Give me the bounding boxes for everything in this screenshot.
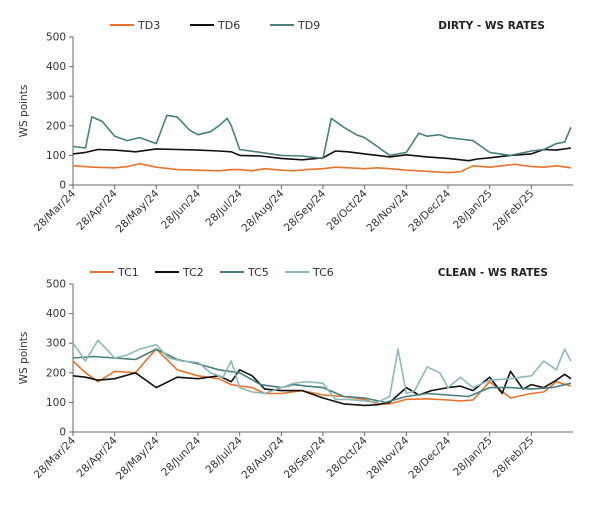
chart-title: CLEAN - WS RATES: [438, 267, 548, 279]
x-tick-label: 28/Feb/25: [491, 188, 537, 234]
x-tick-label: 28/Jun/24: [159, 187, 203, 231]
x-tick-label: 28/Aug/24: [240, 187, 287, 234]
x-tick-label: 28/Feb/25: [491, 435, 537, 481]
y-tick-label: 500: [46, 32, 66, 44]
x-tick-label: 28/Jul/24: [203, 187, 245, 229]
y-axis-label: WS points: [18, 332, 30, 385]
chart-title: DIRTY - WS RATES: [438, 20, 545, 32]
x-tick-label: 28/May/24: [114, 434, 162, 482]
series-line-tc2: [72, 368, 572, 407]
y-tick-label: 100: [46, 150, 66, 162]
x-tick-label: 28/Sep/24: [282, 187, 329, 234]
x-tick-label: 28/Jul/24: [203, 434, 245, 476]
y-tick-label: 0: [59, 427, 66, 439]
x-tick-label: 28/Nov/24: [365, 434, 412, 481]
series-line-td9: [72, 114, 572, 160]
y-tick-label: 500: [46, 279, 66, 291]
y-tick-label: 300: [46, 338, 66, 350]
series-line-td3: [72, 162, 572, 174]
chart-1: 010020030040050028/Mar/2428/Apr/2428/May…: [18, 19, 573, 235]
legend-label-td9: TD9: [297, 19, 320, 32]
x-tick-label: 28/Mar/24: [32, 434, 79, 481]
x-tick-label: 28/Aug/24: [240, 434, 287, 481]
y-tick-label: 400: [46, 308, 66, 320]
series-line-tc5: [72, 348, 572, 404]
y-tick-label: 200: [46, 120, 66, 132]
legend-label-tc1: TC1: [117, 266, 139, 279]
legend-label-td3: TD3: [137, 19, 160, 32]
x-tick-label: 28/Jun/24: [159, 434, 203, 478]
y-tick-label: 200: [46, 367, 66, 379]
x-tick-label: 28/Mar/24: [32, 187, 79, 234]
x-tick-label: 28/Jan/25: [451, 188, 495, 232]
y-tick-label: 400: [46, 61, 66, 73]
x-tick-label: 28/May/24: [114, 187, 162, 235]
legend-label-td6: TD6: [217, 19, 240, 32]
y-tick-label: 0: [59, 180, 66, 192]
chart-2: 010020030040050028/Mar/2428/Apr/2428/May…: [18, 266, 573, 482]
y-tick-label: 100: [46, 397, 66, 409]
x-tick-label: 28/Jan/25: [451, 435, 495, 479]
y-axis-label: WS points: [18, 85, 30, 138]
legend-label-tc2: TC2: [182, 266, 204, 279]
series-line-tc1: [72, 348, 572, 405]
x-tick-label: 28/Dec/24: [406, 187, 453, 234]
y-tick-label: 300: [46, 91, 66, 103]
series-line-td6: [72, 147, 572, 162]
series-line-tc6: [72, 339, 572, 404]
legend-label-tc6: TC6: [312, 266, 334, 279]
legend-label-tc5: TC5: [247, 266, 269, 279]
x-tick-label: 28/Nov/24: [365, 187, 412, 234]
x-tick-label: 28/Sep/24: [282, 434, 329, 481]
x-tick-label: 28/Dec/24: [406, 434, 453, 481]
